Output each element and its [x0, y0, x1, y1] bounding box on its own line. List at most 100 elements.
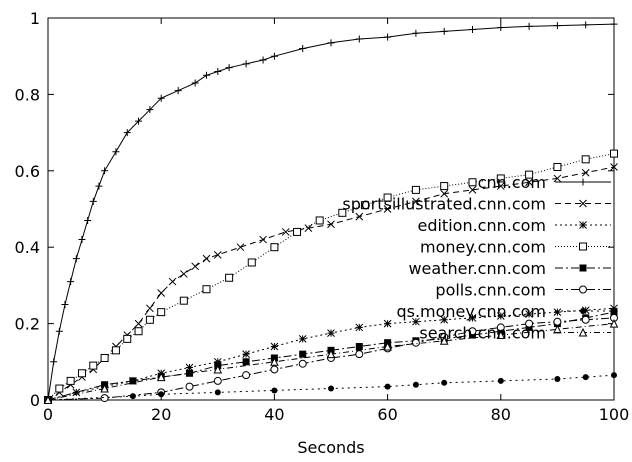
- legend-marker: [580, 286, 587, 293]
- data-point: [180, 270, 187, 277]
- data-point: [112, 148, 119, 155]
- data-point: [84, 217, 91, 224]
- legend-item: money.cnn.com: [420, 238, 611, 257]
- legend-item: sportsillustrated.cnn.com: [342, 195, 611, 214]
- data-point: [243, 358, 250, 365]
- data-point: [384, 34, 391, 41]
- data-point: [158, 290, 165, 297]
- data-point: [299, 351, 306, 358]
- data-point: [271, 366, 278, 373]
- legend-label: cnn.com: [478, 173, 546, 192]
- y-tick-label: 0.6: [15, 162, 40, 181]
- data-point: [243, 351, 250, 358]
- data-point: [356, 36, 363, 43]
- legend-marker: [580, 308, 586, 314]
- data-point: [554, 318, 561, 325]
- legend-item: edition.cnn.com: [417, 216, 611, 235]
- legend-item: search.cnn.com: [419, 324, 611, 343]
- data-point: [237, 244, 244, 251]
- data-point: [441, 183, 448, 190]
- data-point: [441, 380, 447, 386]
- series-7: [45, 372, 617, 403]
- legend-marker: [580, 222, 587, 229]
- data-point: [90, 198, 97, 205]
- data-point: [192, 263, 199, 270]
- data-point: [384, 320, 391, 327]
- data-point: [498, 378, 504, 384]
- data-point: [441, 28, 448, 35]
- x-axis-label: Seconds: [297, 438, 364, 457]
- data-point: [356, 324, 363, 331]
- data-point: [203, 286, 210, 293]
- y-tick-label: 0.4: [15, 238, 40, 257]
- data-point: [271, 387, 277, 393]
- legend: cnn.com sportsillustrated.cnn.com edition.…: [342, 173, 611, 343]
- data-point: [214, 251, 221, 258]
- data-point: [412, 339, 419, 346]
- x-tick-label: 40: [264, 405, 284, 424]
- data-point: [78, 370, 85, 377]
- data-point: [260, 236, 267, 243]
- legend-label: search.cnn.com: [419, 324, 546, 343]
- data-point: [248, 259, 255, 266]
- data-point: [112, 347, 119, 354]
- data-point: [169, 278, 176, 285]
- data-point: [356, 343, 363, 350]
- y-tick-label: 0.2: [15, 315, 40, 334]
- data-point: [583, 374, 589, 380]
- data-point: [412, 30, 419, 37]
- data-point: [526, 23, 533, 30]
- data-point: [214, 68, 221, 75]
- legend-marker: [580, 265, 587, 272]
- x-tick-label: 60: [377, 405, 397, 424]
- data-point: [328, 39, 335, 46]
- data-point: [101, 354, 108, 361]
- data-point: [611, 150, 618, 157]
- data-point: [469, 26, 476, 33]
- data-point: [611, 372, 617, 378]
- x-tick-label: 20: [151, 405, 171, 424]
- data-point: [186, 383, 193, 390]
- data-point: [203, 72, 210, 79]
- data-point: [158, 391, 164, 397]
- y-tick-label: 1: [30, 9, 40, 28]
- data-point: [78, 236, 85, 243]
- x-tick-label: 100: [599, 405, 630, 424]
- y-tick-label: 0.8: [15, 85, 40, 104]
- data-point: [192, 79, 199, 86]
- legend-label: edition.cnn.com: [417, 216, 546, 235]
- data-point: [582, 21, 589, 28]
- legend-item: weather.cnn.com: [408, 259, 611, 278]
- data-point: [130, 393, 136, 399]
- data-point: [180, 297, 187, 304]
- data-point: [243, 372, 250, 379]
- data-point: [243, 60, 250, 67]
- y-tick-label: 0: [30, 391, 40, 410]
- legend-label: sportsillustrated.cnn.com: [342, 195, 546, 214]
- legend-label: weather.cnn.com: [408, 259, 546, 278]
- data-point: [61, 301, 68, 308]
- data-point: [175, 87, 182, 94]
- data-point: [294, 228, 301, 235]
- legend-item: cnn.com: [478, 173, 611, 192]
- data-point: [226, 274, 233, 281]
- legend-label: qs.money.cnn.com: [396, 302, 546, 321]
- data-point: [129, 377, 136, 384]
- data-point: [90, 362, 97, 369]
- data-point: [328, 386, 334, 392]
- data-point: [582, 156, 589, 163]
- data-point: [214, 377, 221, 384]
- data-point: [554, 22, 561, 29]
- x-tick-label: 0: [43, 405, 53, 424]
- data-point: [146, 305, 153, 312]
- data-point: [582, 316, 589, 323]
- data-point: [67, 278, 74, 285]
- data-point: [260, 57, 267, 64]
- data-point: [554, 309, 561, 316]
- data-point: [56, 385, 63, 392]
- data-point: [95, 183, 102, 190]
- legend-marker: [580, 179, 587, 186]
- data-point: [469, 179, 476, 186]
- data-point: [135, 328, 142, 335]
- data-point: [328, 330, 335, 337]
